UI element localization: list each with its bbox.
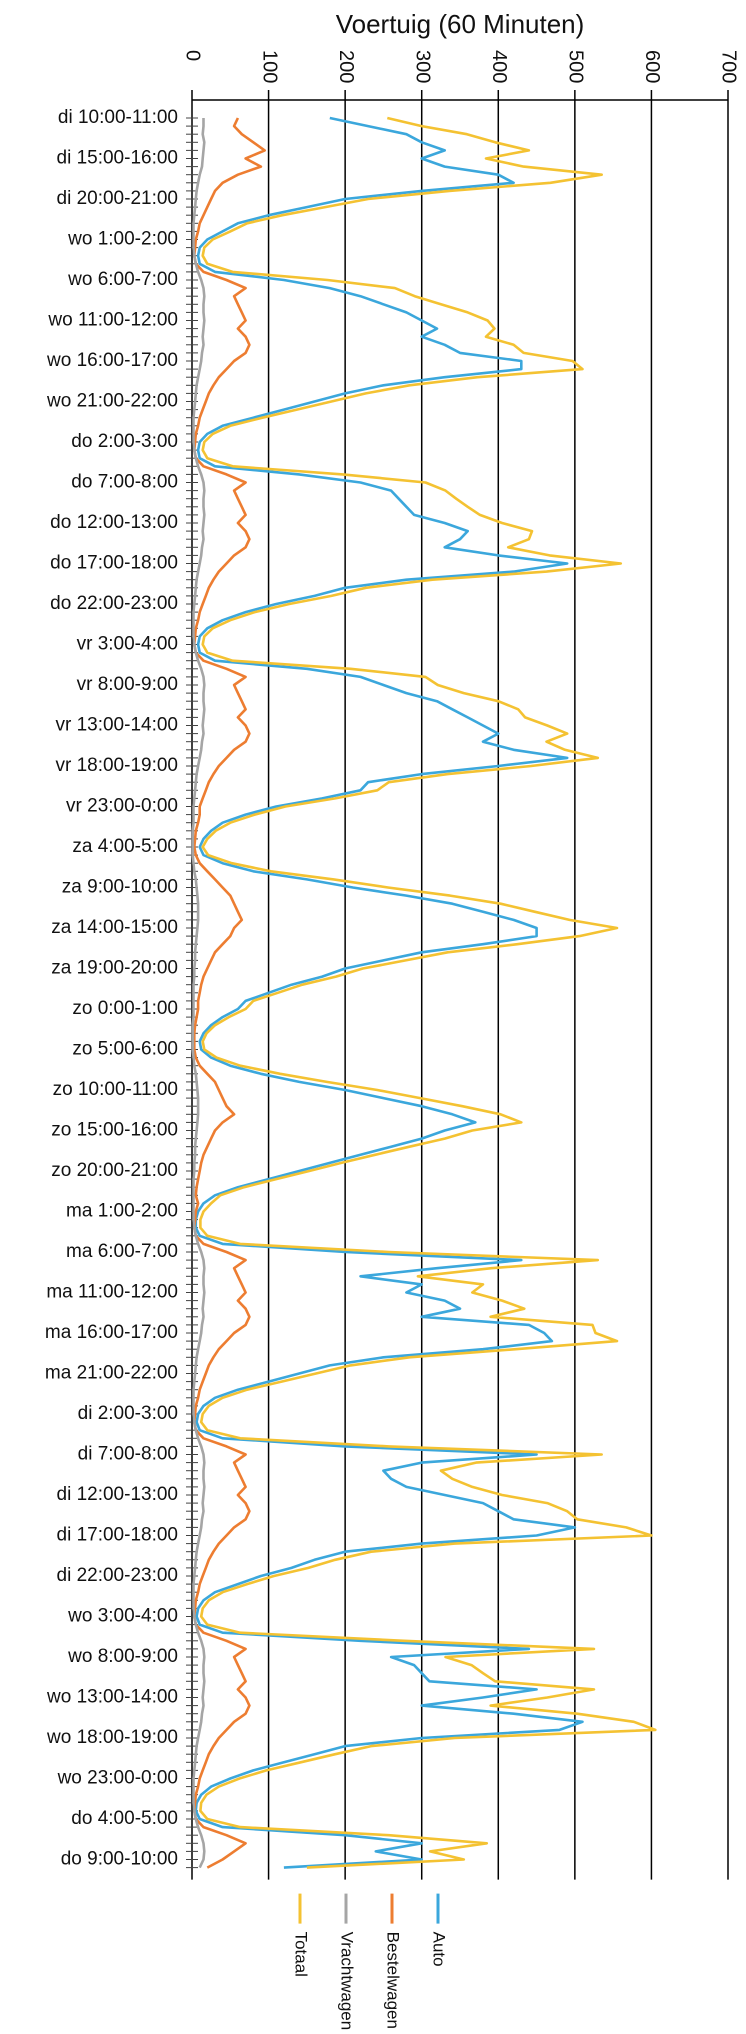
y-tick-label: ma 1:00-2:00	[66, 1201, 178, 1222]
y-tick-label: wo 1:00-2:00	[67, 229, 178, 250]
legend-label: Auto	[430, 1932, 449, 1967]
y-tick-label: di 7:00-8:00	[78, 1444, 178, 1465]
y-tick-label: do 4:00-5:00	[71, 1808, 178, 1829]
y-tick-label: za 19:00-20:00	[51, 958, 178, 979]
x-tick-label: 100	[258, 50, 280, 83]
y-tick-label: vr 23:00-0:00	[66, 796, 178, 817]
y-tick-label: zo 20:00-21:00	[51, 1160, 178, 1181]
y-tick-label: do 12:00-13:00	[50, 512, 178, 533]
y-tick-label: di 15:00-16:00	[57, 148, 179, 169]
y-tick-label: za 9:00-10:00	[62, 877, 178, 898]
y-tick-label: wo 16:00-17:00	[46, 350, 178, 371]
y-tick-label: wo 18:00-19:00	[46, 1727, 178, 1748]
y-tick-label: do 22:00-23:00	[50, 593, 178, 614]
y-tick-label: vr 18:00-19:00	[55, 755, 178, 776]
x-tick-label: 700	[718, 50, 740, 83]
legend-label: Vrachtwagen	[338, 1932, 357, 2031]
x-tick-label: 0	[182, 50, 204, 61]
y-tick-label: za 14:00-15:00	[51, 917, 178, 938]
y-tick-label: do 9:00-10:00	[61, 1849, 178, 1870]
y-tick-label: di 22:00-23:00	[57, 1565, 179, 1586]
series-line	[194, 116, 584, 1869]
y-tick-label: di 12:00-13:00	[57, 1484, 179, 1505]
y-tick-label: di 17:00-18:00	[57, 1525, 179, 1546]
y-tick-label: wo 6:00-7:00	[67, 269, 178, 290]
x-tick-label: 500	[565, 50, 587, 83]
y-tick-label: di 10:00-11:00	[58, 107, 178, 128]
y-tick-label: zo 5:00-6:00	[72, 1039, 178, 1060]
y-tick-label: zo 0:00-1:00	[72, 998, 178, 1019]
y-tick-label: wo 21:00-22:00	[46, 391, 178, 412]
y-tick-label: ma 16:00-17:00	[45, 1322, 178, 1343]
y-tick-label: do 2:00-3:00	[71, 431, 178, 452]
y-tick-label: ma 6:00-7:00	[66, 1241, 178, 1262]
legend-label: Totaal	[292, 1932, 311, 1977]
y-tick-label: zo 15:00-16:00	[51, 1120, 178, 1141]
y-tick-label: wo 13:00-14:00	[46, 1687, 178, 1708]
y-tick-label: wo 23:00-0:00	[57, 1768, 178, 1789]
y-tick-label: di 2:00-3:00	[78, 1403, 178, 1424]
y-tick-label: wo 11:00-12:00	[47, 310, 178, 331]
series-line	[193, 117, 266, 1869]
series-line	[191, 118, 206, 1869]
chart-title: Voertuig (60 Minuten)	[336, 9, 585, 39]
y-tick-label: do 17:00-18:00	[50, 553, 178, 574]
y-tick-label: wo 3:00-4:00	[67, 1606, 178, 1627]
series-line	[199, 116, 657, 1869]
x-tick-label: 400	[488, 50, 510, 83]
legend-label: Bestelwagen	[384, 1932, 403, 2029]
y-tick-label: di 20:00-21:00	[57, 188, 179, 209]
x-tick-label: 300	[411, 50, 433, 83]
y-tick-label: ma 11:00-12:00	[46, 1282, 178, 1303]
y-tick-label: do 7:00-8:00	[71, 472, 178, 493]
x-tick-label: 200	[335, 50, 357, 83]
x-tick-label: 600	[641, 50, 663, 83]
y-tick-label: vr 3:00-4:00	[77, 634, 178, 655]
y-tick-label: zo 10:00-11:00	[53, 1079, 178, 1100]
y-tick-label: wo 8:00-9:00	[67, 1646, 178, 1667]
y-tick-label: ma 21:00-22:00	[45, 1363, 178, 1384]
y-tick-label: vr 8:00-9:00	[77, 674, 178, 695]
y-tick-label: za 4:00-5:00	[72, 836, 178, 857]
y-tick-label: vr 13:00-14:00	[55, 715, 178, 736]
